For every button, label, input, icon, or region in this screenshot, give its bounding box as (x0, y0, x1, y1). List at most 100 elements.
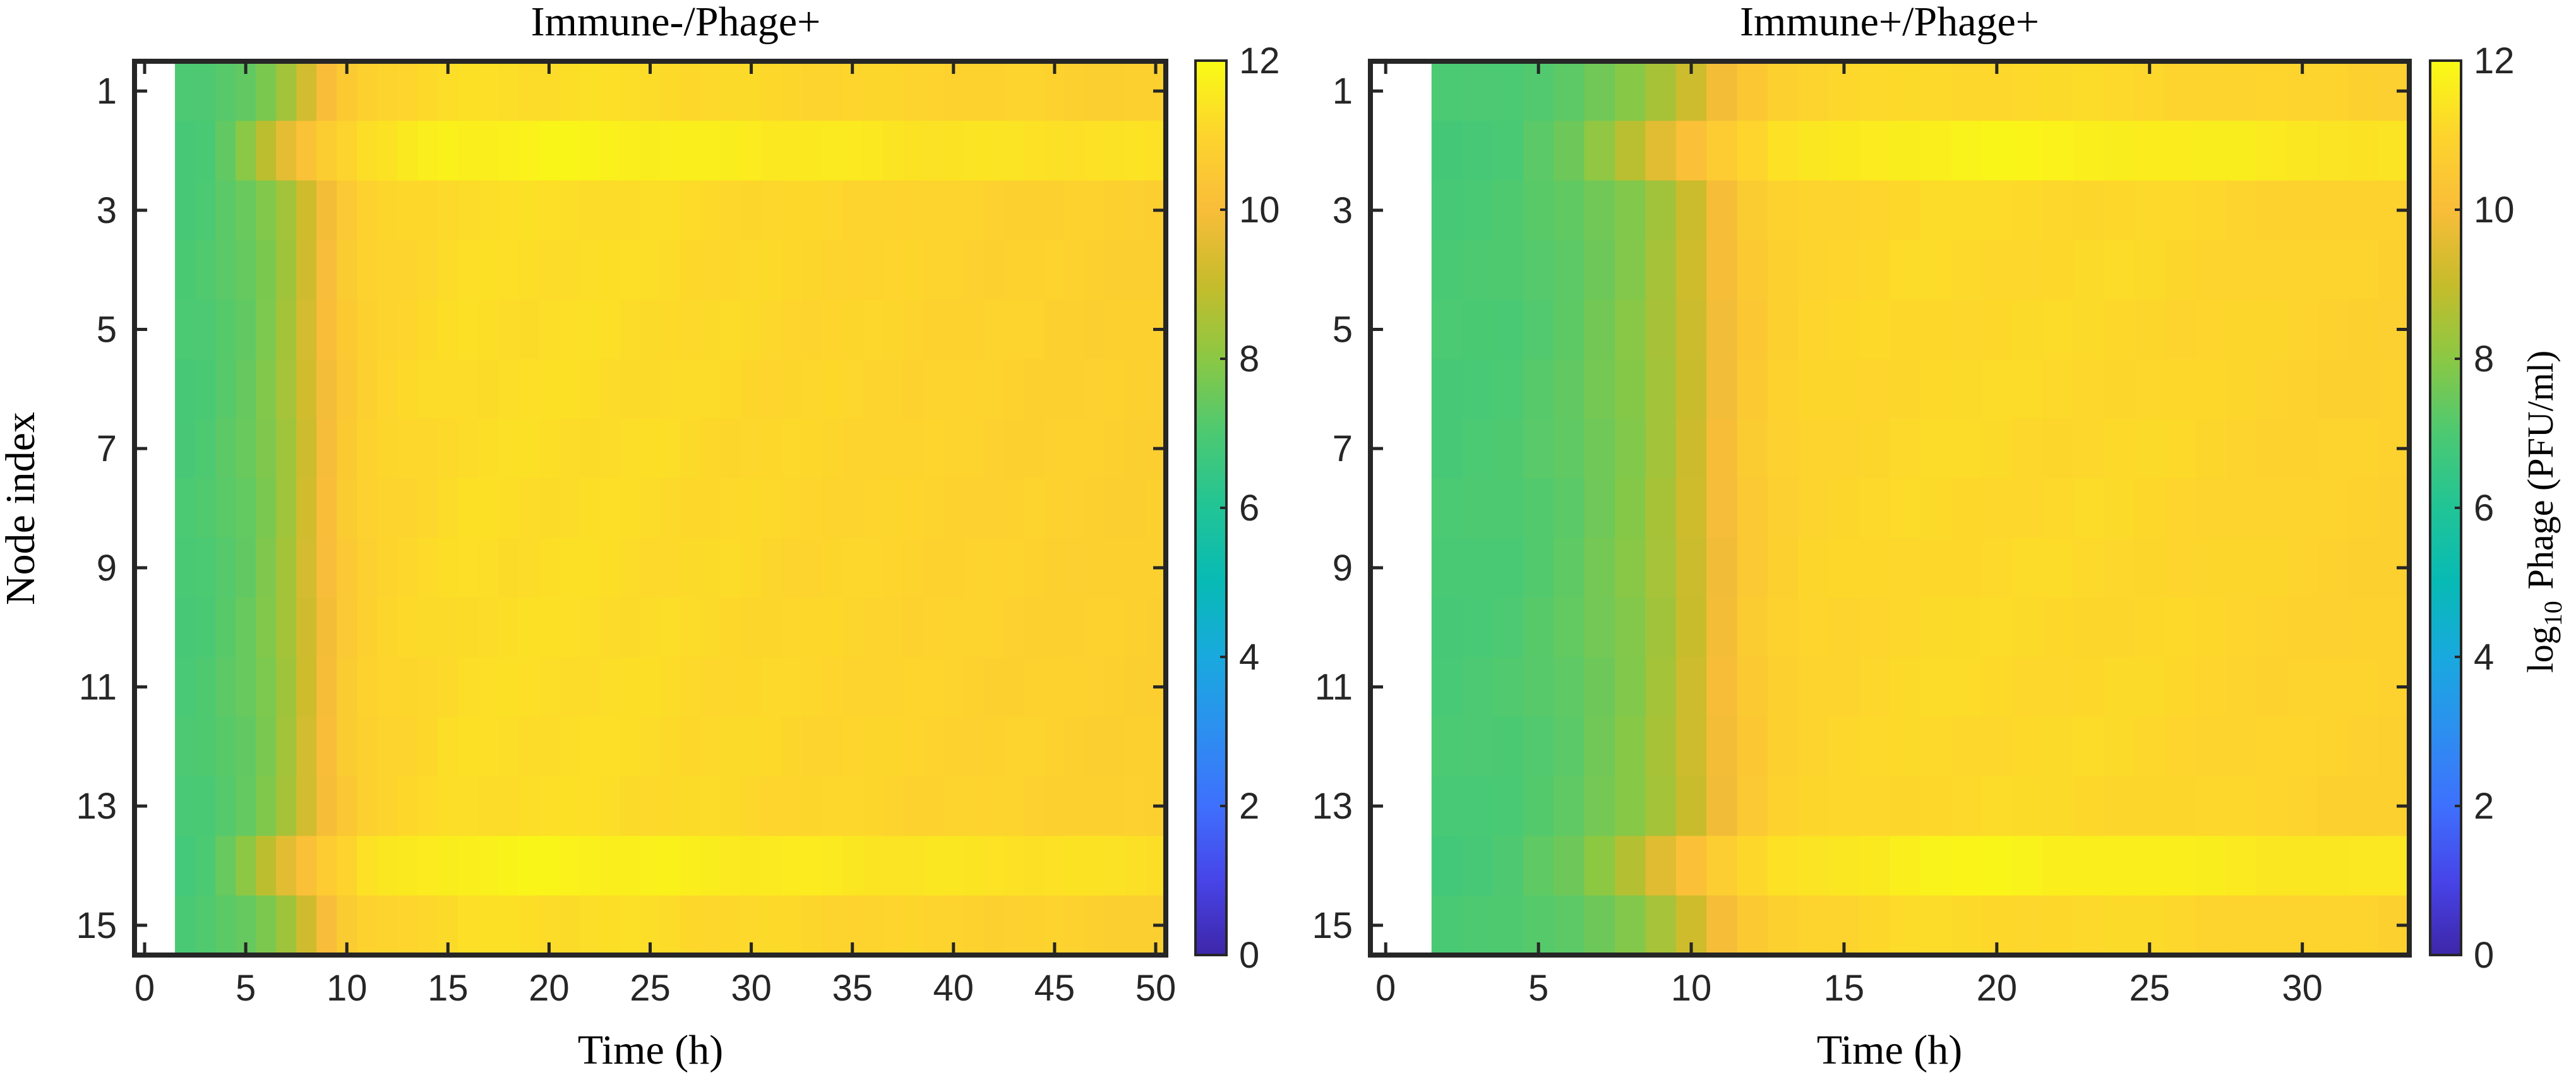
heatmap-cell (1737, 121, 1768, 181)
heatmap-cell (680, 538, 702, 598)
heatmap-cell (1890, 299, 1921, 360)
heatmap-cell (1105, 180, 1126, 241)
heatmap-cell (337, 598, 358, 658)
heatmap-cell (1890, 716, 1921, 777)
heatmap-cell (2226, 240, 2257, 301)
heatmap-cell (1431, 478, 1463, 539)
x-tick-label: 50 (1135, 968, 1177, 1009)
heatmap-cell (1105, 598, 1126, 658)
heatmap-cell (781, 299, 803, 360)
heatmap-cell (741, 776, 762, 837)
heatmap-cell (1706, 716, 1738, 777)
heatmap-cell (721, 121, 742, 181)
heatmap-cell (478, 716, 500, 777)
heatmap-cell (539, 299, 560, 360)
heatmap-cell (2073, 240, 2104, 301)
heatmap-cell (983, 299, 1005, 360)
heatmap-cell (579, 299, 601, 360)
heatmap-cell (923, 121, 944, 181)
heatmap-cell (1706, 240, 1738, 301)
heatmap-cell (1064, 776, 1086, 837)
heatmap-cell (518, 836, 540, 896)
heatmap-cell (1706, 121, 1738, 181)
heatmap-cell (761, 657, 782, 718)
heatmap-cell (296, 716, 317, 777)
heatmap-cell (579, 836, 601, 896)
heatmap-cell (700, 716, 722, 777)
heatmap-cell (458, 836, 479, 896)
heatmap-cell (882, 240, 904, 301)
heatmap-cell (1084, 598, 1106, 658)
heatmap-cell (660, 598, 681, 658)
heatmap-cell (2195, 836, 2227, 896)
heatmap-cell (640, 240, 661, 301)
heatmap-cell (902, 180, 924, 241)
heatmap-cell (539, 180, 560, 241)
heatmap-cell (1064, 895, 1086, 956)
heatmap-cell (1737, 776, 1768, 837)
heatmap-cell (1492, 121, 1524, 181)
heatmap-cell (2164, 776, 2196, 837)
heatmap-cell (1981, 657, 2013, 718)
heatmap-cell (579, 419, 601, 479)
heatmap-cell (801, 180, 823, 241)
heatmap-cell (518, 180, 540, 241)
heatmap-cell (438, 598, 459, 658)
heatmap-cell (902, 61, 924, 122)
heatmap-cell (236, 776, 256, 837)
heatmap-cell (1584, 836, 1615, 896)
heatmap-cell (2042, 478, 2074, 539)
heatmap-cell (1523, 598, 1555, 658)
heatmap-cell (902, 240, 924, 301)
heatmap-cell (2042, 419, 2074, 479)
heatmap-cell (498, 538, 520, 598)
heatmap-cell (923, 538, 944, 598)
heatmap-cell (599, 478, 621, 539)
heatmap-cell (2287, 299, 2318, 360)
heatmap-cell (2256, 895, 2288, 956)
heatmap-cell (2226, 657, 2257, 718)
heatmap-cell (2073, 478, 2104, 539)
heatmap-cell (1431, 121, 1463, 181)
x-tick-label: 10 (1671, 968, 1712, 1009)
heatmap-cell (357, 657, 378, 718)
heatmap-cell (417, 776, 439, 837)
heatmap-cell (822, 121, 843, 181)
heatmap-cell (1492, 419, 1524, 479)
heatmap-cell (2073, 895, 2104, 956)
heatmap-cell (1431, 836, 1463, 896)
heatmap-cell (640, 121, 661, 181)
heatmap-cell (438, 240, 459, 301)
heatmap-cell (1798, 895, 1830, 956)
heatmap-cell (1024, 299, 1045, 360)
heatmap-cell (2317, 776, 2349, 837)
heatmap-cell (902, 121, 924, 181)
heatmap-cell (801, 538, 823, 598)
heatmap-cell (2195, 776, 2227, 837)
heatmap-cell (1920, 359, 1952, 419)
heatmap-cell (397, 121, 419, 181)
heatmap-cell (1645, 895, 1677, 956)
heatmap-cell (458, 478, 479, 539)
heatmap-cell (1890, 359, 1921, 419)
heatmap-cell (1024, 121, 1045, 181)
heatmap-cell (1920, 121, 1952, 181)
heatmap-cell (1431, 895, 1463, 956)
heatmap-cell (2317, 180, 2349, 241)
heatmap-cell (882, 478, 904, 539)
heatmap-cell (478, 895, 500, 956)
heatmap-cell (680, 240, 702, 301)
heatmap-cell (1064, 61, 1086, 122)
heatmap-cell (599, 776, 621, 837)
heatmap-cell (983, 359, 1005, 419)
heatmap-cell (902, 836, 924, 896)
heatmap-cell (1492, 61, 1524, 122)
heatmap-cell (1675, 538, 1708, 598)
heatmap-cell (518, 299, 540, 360)
heatmap-cell (236, 180, 256, 241)
heatmap-cell (1105, 716, 1126, 777)
heatmap-cell (741, 716, 762, 777)
heatmap-cell (1064, 299, 1086, 360)
heatmap-cell (2226, 836, 2257, 896)
heatmap-cell (2042, 716, 2074, 777)
